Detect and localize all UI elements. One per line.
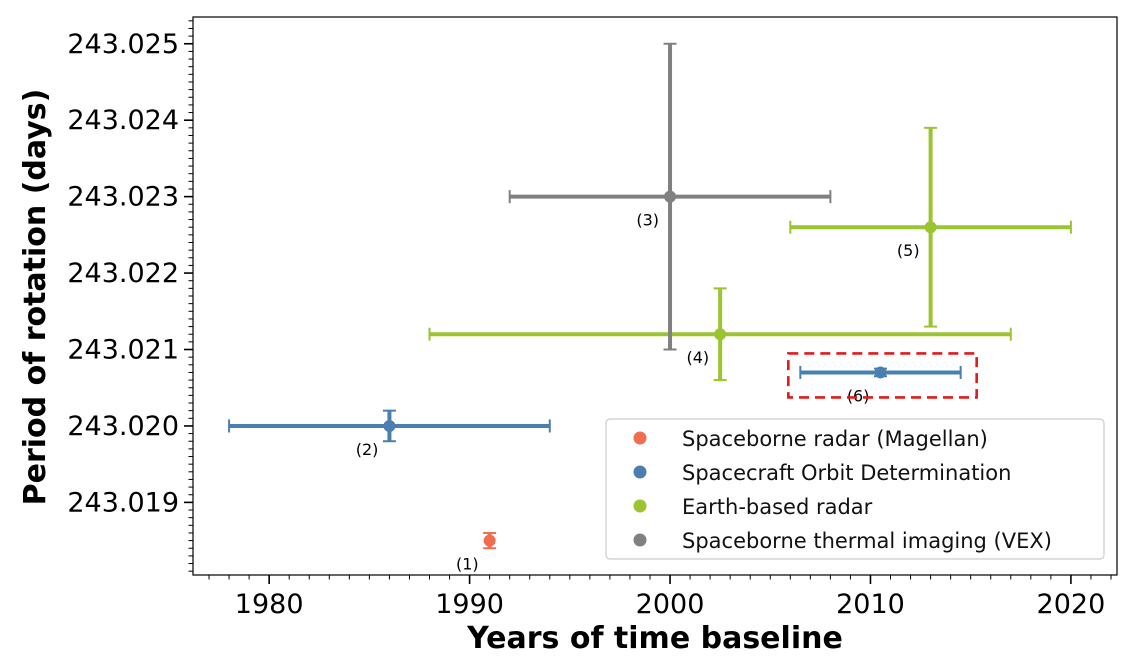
legend-label: Earth-based radar bbox=[682, 495, 873, 519]
y-tick-label: 243.024 bbox=[67, 105, 179, 136]
x-tick-label: 1990 bbox=[435, 589, 504, 620]
legend-marker bbox=[633, 431, 647, 445]
point-label: (3) bbox=[636, 211, 659, 230]
point-label: (1) bbox=[456, 555, 479, 574]
y-tick-label: 243.025 bbox=[67, 29, 179, 60]
data-point bbox=[664, 190, 677, 203]
highlight-box bbox=[787, 352, 978, 399]
data-point bbox=[924, 221, 937, 234]
point-label: (6) bbox=[847, 386, 870, 405]
legend-marker bbox=[633, 465, 647, 479]
axes-layer: 243.019 243.020 243.021 243.022 243.023 243.0… bbox=[67, 16, 1118, 620]
y-tick-label: 243.019 bbox=[67, 487, 179, 518]
legend-label: Spaceborne radar (Magellan) bbox=[682, 427, 988, 451]
point-label: (2) bbox=[356, 440, 379, 459]
y-tick-label: 243.022 bbox=[67, 258, 179, 289]
data-point bbox=[483, 534, 496, 547]
legend: Spaceborne radar (Magellan) Spacecraft Or… bbox=[605, 418, 1105, 560]
data-layer: (2) (6) (4) (5) (3) (1) bbox=[228, 42, 1072, 574]
legend-box bbox=[605, 418, 1105, 560]
data-point bbox=[383, 419, 396, 432]
x-tick-label: 1980 bbox=[235, 589, 304, 620]
x-tick-label: 2020 bbox=[1037, 589, 1106, 620]
y-tick-label: 243.020 bbox=[67, 411, 179, 442]
highlight-layer bbox=[787, 352, 978, 399]
x-tick-label: 2000 bbox=[636, 589, 705, 620]
series-orbit: (2) (6) bbox=[228, 365, 962, 459]
point-label: (4) bbox=[686, 348, 709, 367]
y-tick-label: 243.023 bbox=[67, 182, 179, 213]
series-magellan: (1) bbox=[456, 531, 497, 574]
x-tick-label: 2010 bbox=[836, 589, 905, 620]
legend-label: Spacecraft Orbit Determination bbox=[682, 461, 1011, 485]
data-point bbox=[874, 366, 887, 379]
series-earth: (4) (5) bbox=[428, 126, 1072, 382]
y-axis-title: Period of rotation (days) bbox=[18, 89, 53, 506]
x-axis-title: Years of time baseline bbox=[466, 621, 843, 656]
y-tick-label: 243.021 bbox=[67, 335, 179, 366]
point-label: (5) bbox=[897, 241, 920, 260]
legend-marker bbox=[633, 533, 647, 547]
legend-marker bbox=[633, 499, 647, 513]
legend-label: Spaceborne thermal imaging (VEX) bbox=[682, 529, 1052, 553]
series-thermal: (3) bbox=[508, 42, 832, 351]
data-point bbox=[714, 328, 727, 341]
